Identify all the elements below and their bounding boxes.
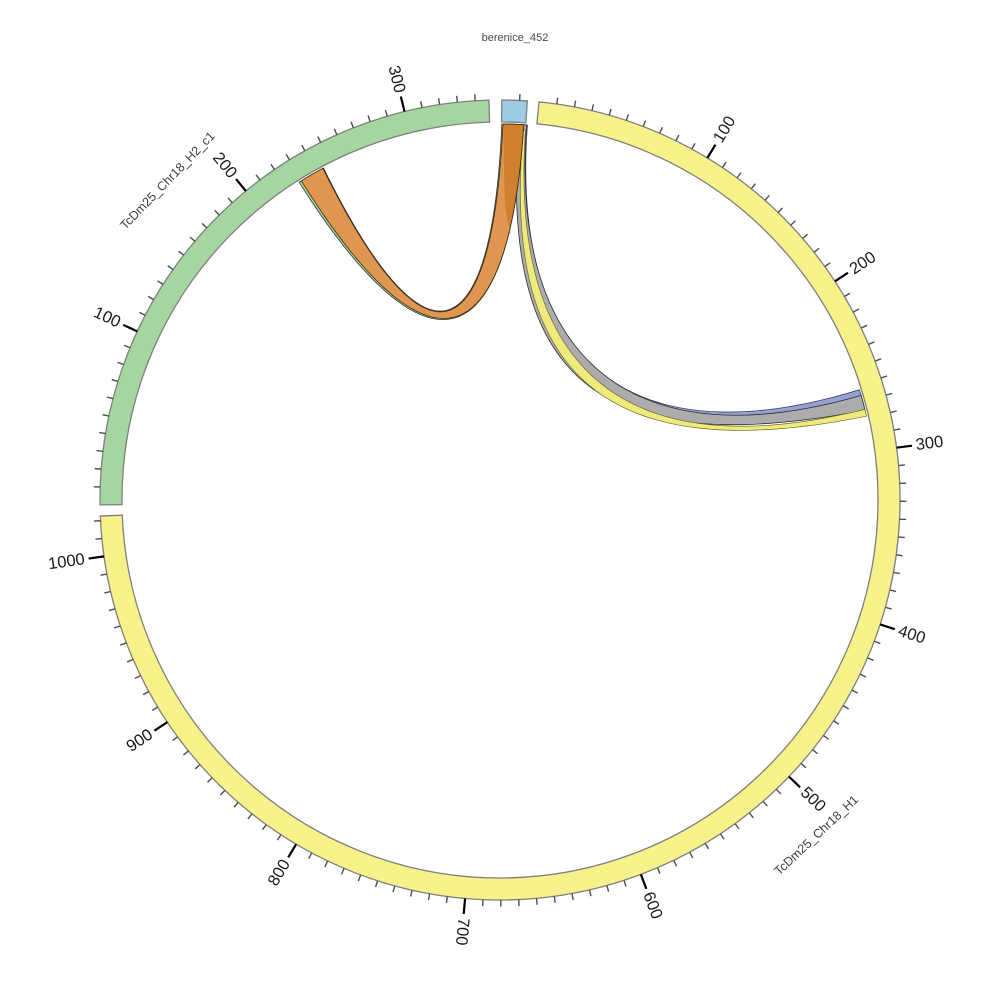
svg-text:700: 700: [452, 917, 472, 946]
svg-text:300: 300: [915, 433, 945, 454]
svg-text:berenice_452: berenice_452: [482, 32, 549, 44]
